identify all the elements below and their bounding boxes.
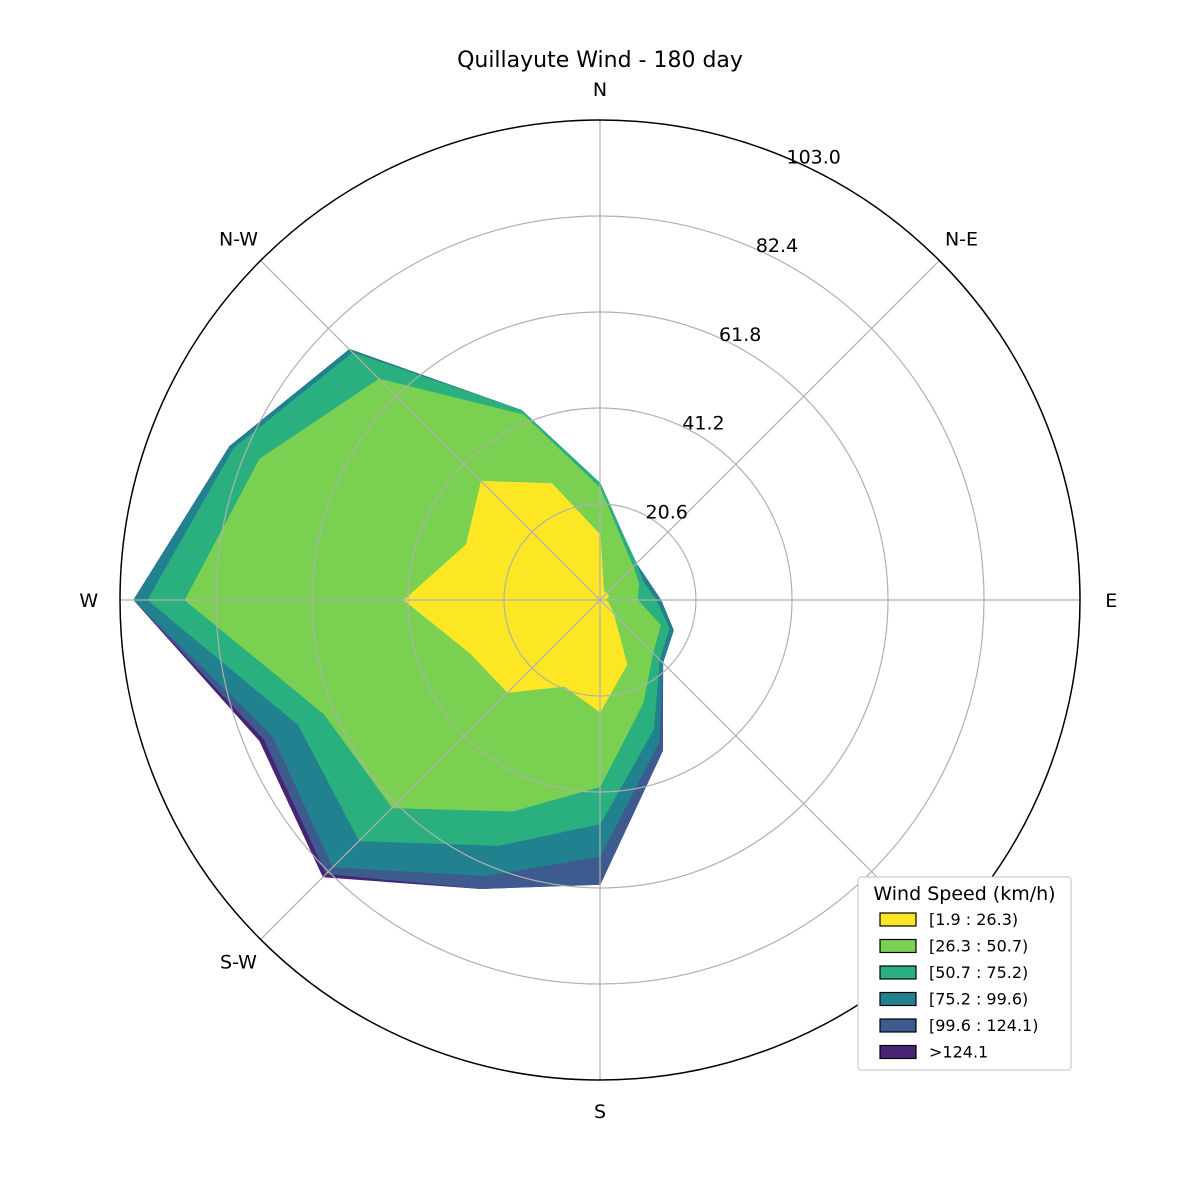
direction-label-w: W bbox=[79, 590, 98, 612]
radial-tick-label-4: 82.4 bbox=[756, 235, 798, 257]
direction-label-s-w: S-W bbox=[220, 952, 257, 974]
polar-frame bbox=[119, 119, 1081, 1081]
grid-spoke-6 bbox=[260, 599, 601, 940]
legend-swatch-2 bbox=[879, 938, 917, 954]
legend-title: Wind Speed (km/h) bbox=[873, 883, 1055, 905]
direction-label-s: S bbox=[594, 1101, 606, 1123]
radial-tick-label-5: 103.0 bbox=[786, 147, 840, 169]
grid-spoke-8 bbox=[260, 260, 601, 601]
radial-tick-label-2: 41.2 bbox=[682, 413, 724, 435]
radial-tick-label-3: 61.8 bbox=[719, 324, 761, 346]
direction-label-n-e: N-E bbox=[945, 229, 978, 251]
legend-swatch-5 bbox=[879, 1018, 917, 1033]
legend-swatch-1 bbox=[879, 912, 917, 927]
legend-label-5: [99.6 : 124.1) bbox=[929, 1016, 1038, 1035]
legend-label-4: [75.2 : 99.6) bbox=[929, 990, 1028, 1009]
legend-label-1: [1.9 : 26.3) bbox=[929, 910, 1018, 929]
radial-tick-label-1: 20.6 bbox=[646, 501, 688, 523]
legend-label-6: >124.1 bbox=[929, 1043, 988, 1062]
legend: Wind Speed (km/h) [1.9 : 26.3) [26.3 : 50… bbox=[857, 876, 1072, 1071]
legend-items: [1.9 : 26.3) [26.3 : 50.7) [50.7 : 75.2) [7… bbox=[879, 910, 1038, 1062]
direction-label-n-w: N-W bbox=[219, 229, 258, 251]
direction-label-n: N bbox=[593, 79, 607, 101]
direction-label-e: E bbox=[1105, 590, 1117, 612]
chart-title: Quillayute Wind - 180 day bbox=[457, 48, 743, 73]
legend-swatch-3 bbox=[879, 965, 917, 980]
legend-label-2: [26.3 : 50.7) bbox=[929, 937, 1028, 956]
legend-swatch-6 bbox=[879, 1044, 917, 1060]
wind-rose-petals bbox=[133, 349, 674, 890]
legend-label-3: [50.7 : 75.2) bbox=[929, 963, 1028, 982]
legend-swatch-4 bbox=[879, 991, 917, 1007]
grid-spoke-2 bbox=[599, 260, 940, 601]
radial-tick-labels: 20.6 41.2 61.8 82.4 103.0 bbox=[646, 147, 841, 524]
